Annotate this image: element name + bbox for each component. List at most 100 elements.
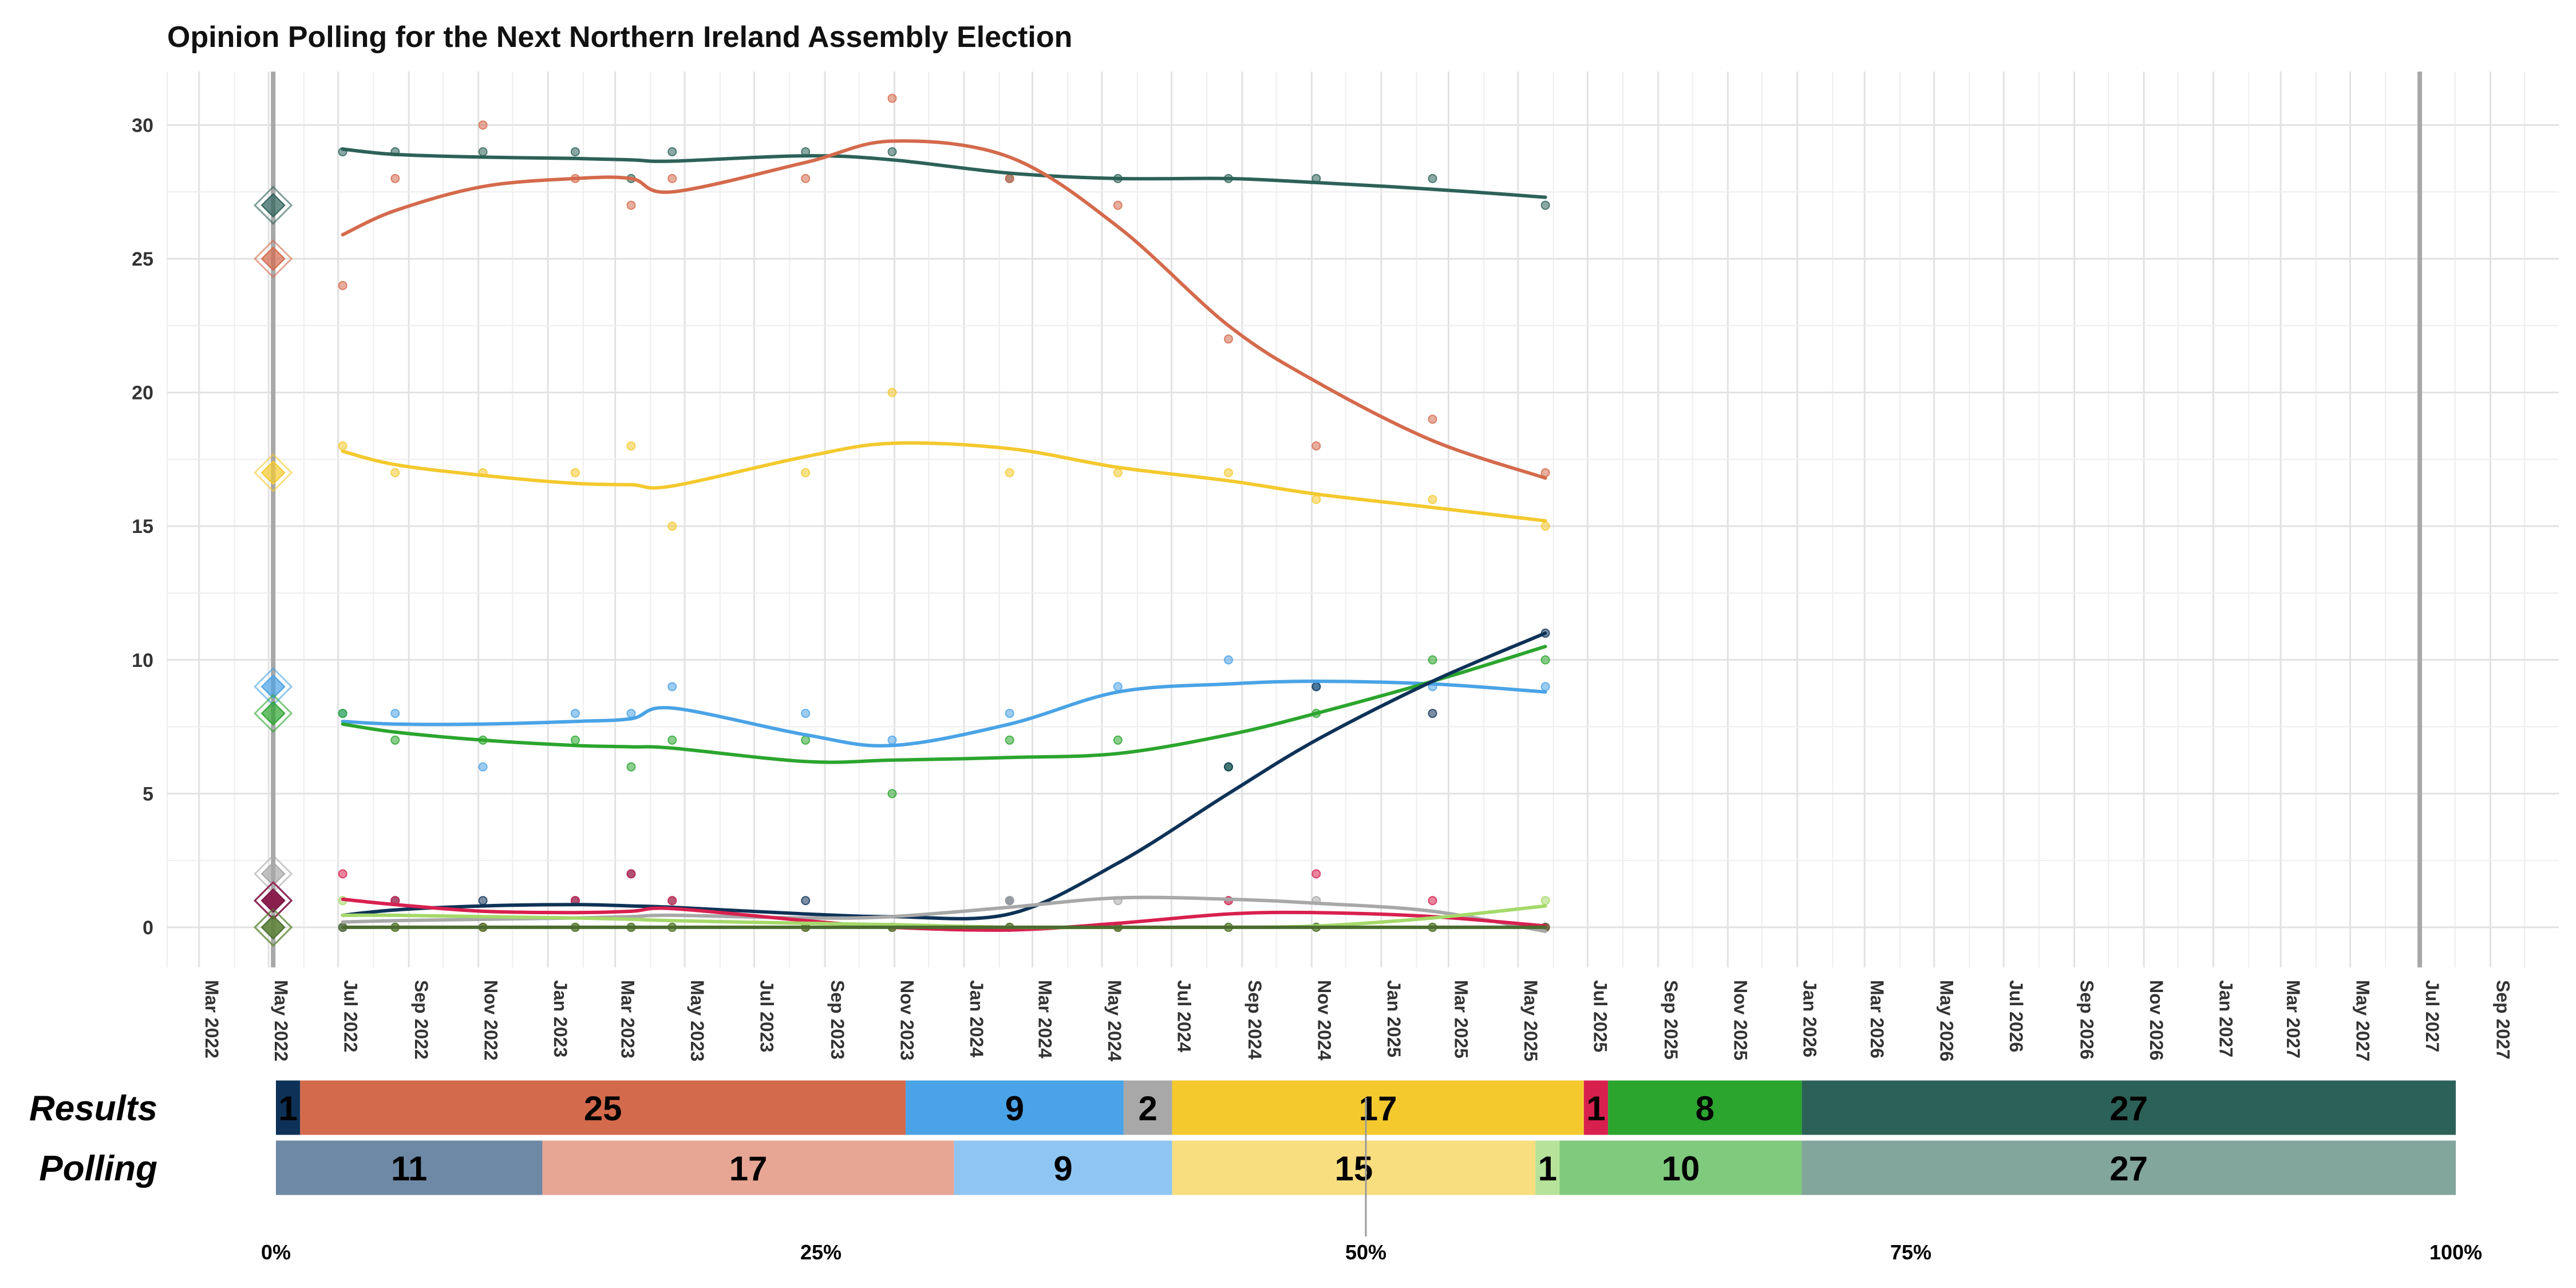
bar-segment [1559, 1140, 1802, 1195]
bar-row-label-results: Results [29, 1089, 157, 1128]
trend-line [341, 679, 1547, 748]
poll-point [667, 896, 677, 906]
poll-point [1428, 655, 1437, 665]
bar-segment-label: 17 [1359, 1089, 1397, 1128]
pct-tick-label: 50% [1345, 1240, 1386, 1264]
bar-segment-label: 27 [2109, 1089, 2148, 1128]
x-tick-label: May 2024 [1104, 980, 1125, 1062]
x-tick-label: Mar 2024 [1034, 980, 1055, 1058]
bar-segment-label: 9 [1053, 1149, 1072, 1188]
x-tick-label: May 2023 [687, 980, 708, 1061]
poll-point [667, 147, 677, 157]
poll-point [887, 789, 897, 799]
poll-point [338, 869, 347, 879]
x-tick-label: May 2022 [271, 980, 291, 1061]
poll-point [801, 468, 811, 477]
x-tick-label: Sep 2024 [1244, 980, 1265, 1060]
bar-segment [542, 1140, 954, 1195]
bar-segment [906, 1080, 1124, 1135]
x-tick-label: Mar 2023 [618, 980, 638, 1058]
bar-segment-label: 10 [1662, 1149, 1700, 1188]
poll-point [887, 147, 897, 157]
poll-point [626, 200, 636, 210]
x-tick-label: Mar 2026 [1867, 980, 1887, 1058]
poll-point [390, 173, 400, 183]
x-tick-label: Nov 2023 [897, 980, 918, 1061]
poll-point [626, 869, 636, 879]
bar-segment [1608, 1080, 1802, 1135]
x-tick-label: Jul 2022 [341, 980, 361, 1052]
poll-point [1311, 869, 1321, 879]
bar-segment [300, 1080, 906, 1135]
x-tick-label: Nov 2024 [1314, 980, 1334, 1061]
bar-segment-label: 15 [1334, 1149, 1373, 1188]
poll-point [626, 762, 636, 772]
x-axis-ticks: Mar 2022 May 2022 Jul 2022 Sep 2022 Nov 2022… [202, 980, 2514, 1062]
y-tick-label: 20 [132, 382, 153, 404]
poll-points [338, 93, 1550, 932]
pct-tick-label: 100% [2429, 1240, 2482, 1264]
poll-point [1540, 896, 1550, 906]
trend-line [341, 645, 1547, 764]
poll-point [1113, 735, 1123, 745]
poll-point [626, 441, 636, 451]
trend-line [341, 631, 1547, 920]
poll-point [1005, 896, 1014, 906]
x-tick-label: Nov 2025 [1730, 980, 1751, 1061]
bar-segment-label: 27 [2109, 1149, 2148, 1188]
x-tick-label: Nov 2026 [2146, 980, 2167, 1061]
bar-segment [1172, 1080, 1584, 1135]
election-markers [271, 72, 2423, 967]
bar-row-label-polling: Polling [39, 1149, 157, 1188]
bar-segment-label: 17 [729, 1149, 768, 1188]
trend-line [341, 139, 1547, 480]
poll-point [570, 468, 580, 477]
poll-point [667, 682, 677, 692]
poll-point [570, 735, 580, 745]
poll-point [1311, 495, 1321, 504]
x-tick-label: Sep 2026 [2077, 980, 2097, 1060]
bar-segment [276, 1080, 301, 1135]
gridlines [167, 72, 2559, 967]
x-tick-label: Jan 2024 [966, 980, 987, 1057]
poll-point [478, 896, 488, 906]
poll-point [338, 280, 347, 290]
poll-point [887, 93, 897, 103]
x-tick-label: Jan 2025 [1384, 980, 1404, 1057]
bar-segment [1123, 1080, 1172, 1135]
bar-segment-label: 1 [1538, 1149, 1557, 1188]
x-tick-label: Jul 2025 [1590, 980, 1610, 1052]
result-diamond [254, 667, 293, 706]
poll-point [1540, 521, 1550, 531]
x-tick-label: Sep 2023 [827, 980, 848, 1060]
poll-point [1540, 655, 1550, 665]
bar-segment [1583, 1080, 1609, 1135]
poll-point [1005, 709, 1014, 718]
x-tick-label: Jul 2023 [757, 980, 777, 1052]
poll-point [1224, 468, 1234, 477]
poll-point [1311, 441, 1321, 451]
bar-segment [276, 1140, 543, 1195]
poll-point [626, 709, 636, 718]
poll-point [478, 762, 488, 772]
pct-tick-label: 0% [261, 1240, 291, 1264]
x-tick-label: Nov 2022 [481, 980, 501, 1061]
poll-point [1113, 200, 1123, 210]
poll-point [1005, 173, 1014, 183]
poll-point [1224, 655, 1234, 665]
poll-point [667, 521, 677, 531]
poll-point [1540, 682, 1550, 692]
result-diamond [254, 907, 293, 947]
poll-point [667, 173, 677, 183]
poll-point [570, 709, 580, 718]
bar-segment-label: 1 [1586, 1089, 1605, 1128]
bar-segment [1801, 1080, 2456, 1135]
poll-point [1540, 200, 1550, 210]
y-tick-label: 10 [132, 650, 153, 671]
poll-point [1428, 173, 1437, 183]
poll-point [1428, 414, 1437, 424]
x-tick-label: Jan 2027 [2216, 980, 2237, 1057]
x-tick-label: Jul 2024 [1174, 980, 1194, 1053]
poll-point [1311, 682, 1321, 692]
